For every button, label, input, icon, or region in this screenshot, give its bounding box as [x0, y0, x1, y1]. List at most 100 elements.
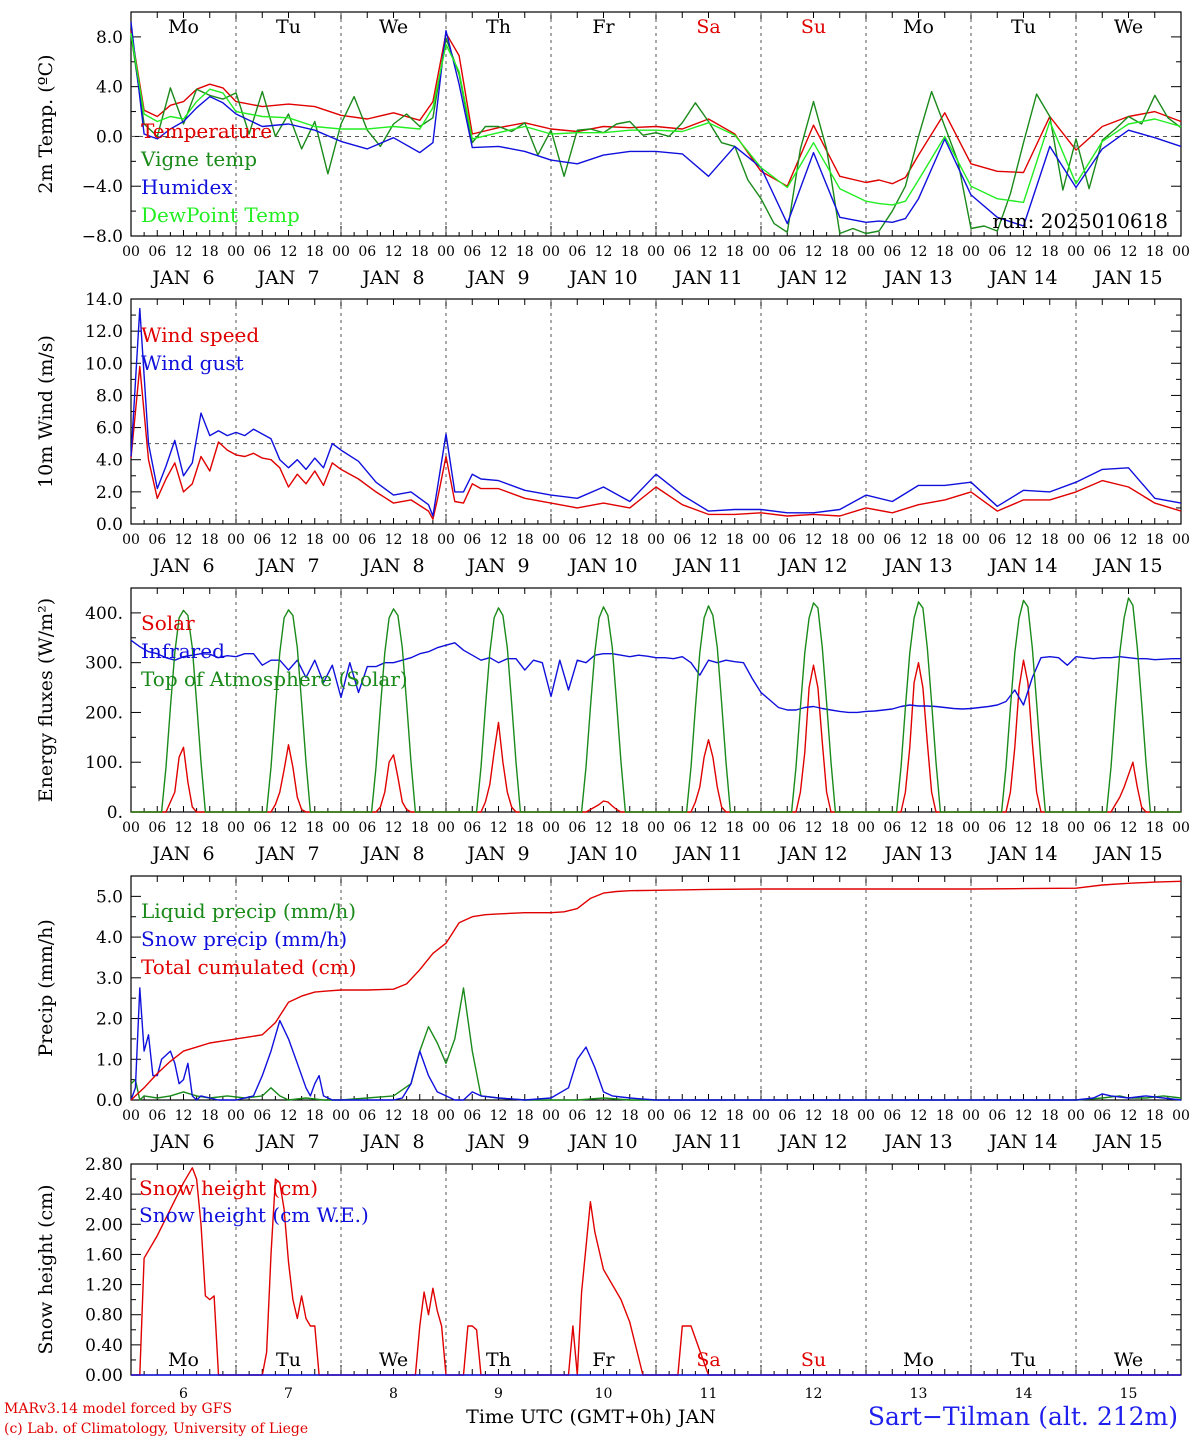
hour-tick-label: 06 [253, 244, 271, 260]
y-axis-label: 2m Temp. (ºC) [35, 54, 57, 193]
hour-tick-label: 18 [201, 1108, 219, 1124]
legend-entry: Snow precip (mm/h) [141, 927, 347, 951]
date-label: JAN 6 [150, 843, 214, 865]
series-vigne-temp [130, 34, 1182, 235]
weekday-label: Fr [592, 16, 615, 38]
hour-tick-label: 12 [700, 1108, 718, 1124]
day-number-label: 9 [494, 1386, 503, 1402]
y-tick-label: 1.0 [96, 1050, 123, 1070]
y-tick-label: 14.0 [85, 290, 123, 310]
hour-tick-label: 06 [883, 532, 901, 548]
hour-tick-label: 18 [1146, 820, 1164, 836]
date-label: JAN 13 [882, 267, 952, 289]
hour-tick-label: 12 [385, 820, 403, 836]
series-total-cumulated-cm [130, 880, 1182, 1101]
hour-tick-label: 12 [595, 532, 613, 548]
hour-tick-label: 12 [1015, 532, 1033, 548]
hour-tick-label: 18 [411, 1108, 429, 1124]
hour-tick-label: 12 [595, 244, 613, 260]
day-number-label: 10 [595, 1386, 613, 1402]
hour-tick-label: 12 [910, 244, 928, 260]
weekday-label: Mo [168, 1349, 199, 1371]
date-label: JAN 12 [777, 843, 847, 865]
hour-tick-label: 18 [726, 532, 744, 548]
hour-tick-label: 18 [1041, 820, 1059, 836]
weekday-label: Sa [696, 16, 720, 38]
hour-tick-label: 18 [516, 244, 534, 260]
date-label: JAN 8 [360, 555, 424, 577]
hour-tick-label: 06 [148, 244, 166, 260]
y-tick-label: 0.0 [96, 515, 123, 535]
hour-tick-label: 06 [358, 820, 376, 836]
hour-tick-label: 00 [1172, 532, 1190, 548]
hour-tick-label: 00 [227, 532, 245, 548]
hour-tick-label: 12 [175, 1108, 193, 1124]
date-label: JAN 9 [465, 267, 529, 289]
hour-tick-label: 06 [568, 244, 586, 260]
date-label: JAN 12 [777, 267, 847, 289]
date-label: JAN 7 [255, 555, 319, 577]
hour-tick-label: 00 [437, 532, 455, 548]
hour-tick-label: 00 [542, 244, 560, 260]
panel-4: 5.0 4.0 3.0 2.0 1.0 0.0 Precip (mm/h) Liquid pr… [35, 875, 1190, 1153]
date-label: JAN 7 [255, 1131, 319, 1153]
hour-tick-label: 00 [542, 820, 560, 836]
hour-tick-label: 18 [831, 820, 849, 836]
series-dewpoint-temp [130, 33, 1182, 206]
hour-tick-label: 12 [490, 820, 508, 836]
hour-tick-label: 06 [568, 1108, 586, 1124]
weekday-label: Tu [276, 16, 301, 38]
hour-tick-label: 00 [437, 1108, 455, 1124]
hour-tick-label: 06 [778, 820, 796, 836]
hour-tick-label: 18 [516, 532, 534, 548]
hour-tick-label: 00 [962, 820, 980, 836]
date-label: JAN 12 [777, 555, 847, 577]
hour-tick-label: 00 [227, 1108, 245, 1124]
date-label: JAN 15 [1092, 267, 1162, 289]
hour-tick-label: 18 [516, 820, 534, 836]
hour-tick-label: 00 [1172, 1108, 1190, 1124]
series-snow-height-cm [131, 1167, 1181, 1376]
legend-entry: Infrared [141, 639, 225, 663]
hour-tick-label: 12 [910, 1108, 928, 1124]
series-wind-gust [130, 307, 1182, 517]
y-tick-label: 10.0 [85, 354, 123, 374]
hour-tick-label: 18 [411, 244, 429, 260]
hour-tick-label: 00 [1067, 820, 1085, 836]
hour-tick-label: 12 [910, 532, 928, 548]
date-label: JAN 6 [150, 555, 214, 577]
weekday-label: Mo [903, 16, 934, 38]
hour-tick-label: 06 [253, 532, 271, 548]
y-tick-label: 4.0 [96, 78, 123, 98]
date-label: JAN 8 [360, 1131, 424, 1153]
hour-tick-label: 06 [1093, 532, 1111, 548]
series-top-of-atmosphere-solar [131, 597, 1181, 813]
date-label: JAN 11 [672, 843, 742, 865]
legend-entry: Wind speed [141, 323, 259, 347]
legend-entry: Snow height (cm W.E.) [139, 1203, 369, 1227]
hour-tick-label: 18 [201, 244, 219, 260]
hour-tick-label: 12 [280, 244, 298, 260]
hour-tick-label: 00 [542, 1108, 560, 1124]
hour-tick-label: 00 [227, 820, 245, 836]
hour-tick-label: 12 [1120, 532, 1138, 548]
y-tick-label: 2.80 [85, 1155, 123, 1175]
hour-tick-label: 12 [385, 1108, 403, 1124]
hour-tick-label: 00 [647, 820, 665, 836]
hour-tick-label: 12 [1015, 820, 1033, 836]
hour-tick-label: 06 [673, 532, 691, 548]
date-label: JAN 14 [987, 267, 1057, 289]
hour-tick-label: 06 [358, 532, 376, 548]
hour-tick-label: 00 [122, 244, 140, 260]
hour-tick-label: 18 [936, 820, 954, 836]
hour-tick-label: 00 [227, 244, 245, 260]
y-tick-label: −4.0 [82, 177, 123, 197]
hour-tick-label: 18 [1041, 532, 1059, 548]
hour-tick-label: 00 [437, 820, 455, 836]
station-name: Sart−Tilman (alt. 212m) [867, 1402, 1178, 1431]
hour-tick-label: 06 [673, 1108, 691, 1124]
hour-tick-label: 06 [883, 1108, 901, 1124]
y-tick-label: 12.0 [85, 322, 123, 342]
date-label: JAN 11 [672, 1131, 742, 1153]
